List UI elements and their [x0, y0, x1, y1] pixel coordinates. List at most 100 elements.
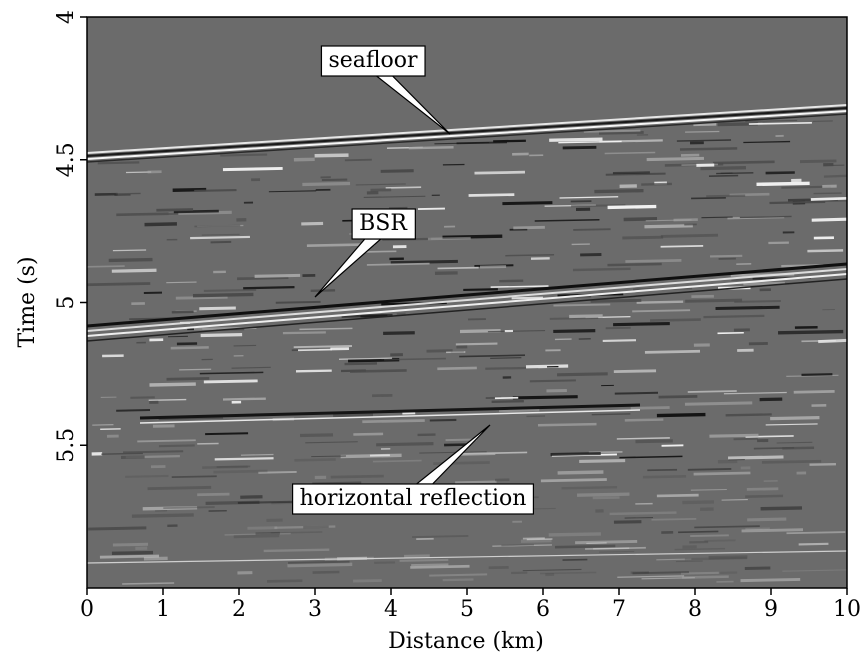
- texture-streak: [682, 500, 715, 505]
- texture-streak: [723, 391, 787, 395]
- texture-streak: [171, 475, 217, 478]
- texture-streak: [619, 455, 683, 459]
- x-tick-label: 9: [764, 597, 778, 622]
- texture-streak: [593, 547, 630, 550]
- texture-streak: [630, 406, 670, 410]
- texture-streak: [591, 413, 631, 416]
- texture-streak: [647, 468, 678, 472]
- texture-streak: [590, 298, 642, 303]
- texture-streak: [108, 257, 153, 263]
- texture-streak: [745, 119, 798, 123]
- texture-streak: [455, 480, 497, 484]
- texture-streak: [385, 186, 422, 189]
- texture-streak: [632, 571, 689, 575]
- texture-streak: [274, 525, 336, 529]
- texture-streak: [419, 451, 487, 454]
- texture-streak: [125, 171, 152, 174]
- texture-streak: [712, 160, 775, 165]
- texture-streak: [362, 419, 425, 424]
- reflector: [86, 262, 848, 328]
- texture-streak: [632, 309, 691, 313]
- x-tick-label: 10: [833, 597, 861, 622]
- texture-streak: [243, 286, 295, 290]
- texture-streak: [575, 539, 638, 545]
- texture-streak: [258, 470, 297, 474]
- texture-streak: [199, 306, 236, 311]
- texture-streak: [112, 249, 147, 252]
- texture-streak: [513, 225, 545, 230]
- texture-streak: [312, 570, 340, 574]
- texture-streak: [487, 329, 546, 333]
- reflector: [139, 403, 641, 420]
- texture-streak: [293, 345, 352, 349]
- reflector: [86, 107, 848, 157]
- x-tick-label: 2: [232, 597, 246, 622]
- texture-streak: [499, 408, 540, 413]
- texture-streak: [549, 316, 599, 320]
- texture-streak: [411, 563, 449, 567]
- texture-streak: [704, 539, 736, 542]
- texture-streak: [782, 569, 848, 572]
- texture-streak: [148, 398, 187, 401]
- reflector: [86, 278, 848, 342]
- texture-streak: [426, 349, 453, 353]
- texture-streak: [213, 469, 268, 474]
- texture-streak: [607, 262, 662, 267]
- texture-streak: [607, 204, 657, 210]
- texture-streak: [442, 234, 503, 240]
- texture-streak: [613, 520, 642, 524]
- texture-streak: [87, 265, 125, 268]
- x-axis-label: Distance (km): [388, 629, 544, 654]
- texture-streak: [454, 453, 496, 456]
- reflector: [86, 104, 848, 154]
- x-tick-label: 0: [80, 597, 94, 622]
- texture-streak: [710, 254, 743, 258]
- texture-streak: [137, 439, 196, 443]
- texture-streak: [553, 303, 611, 307]
- texture-streak: [823, 174, 848, 178]
- annotation-label: seafloor: [328, 48, 418, 73]
- texture-streak: [158, 444, 195, 448]
- texture-streak: [687, 390, 737, 393]
- texture-streak: [753, 446, 795, 450]
- texture-streak: [549, 137, 603, 142]
- x-tick-label: 6: [536, 597, 550, 622]
- texture-streak: [399, 558, 449, 562]
- texture-streak: [311, 455, 346, 458]
- texture-streak: [294, 458, 336, 462]
- texture-streak: [474, 170, 526, 175]
- texture-streak: [765, 171, 795, 175]
- texture-streak: [520, 538, 552, 543]
- texture-streak: [636, 300, 684, 304]
- texture-streak: [622, 235, 664, 240]
- texture-streak: [179, 368, 212, 371]
- x-tick-label: 1: [156, 597, 170, 622]
- texture-streak: [559, 196, 619, 199]
- texture-streak: [676, 139, 732, 142]
- texture-streak: [685, 130, 720, 133]
- texture-streak: [761, 459, 822, 464]
- texture-streak: [321, 178, 348, 182]
- texture-streak: [660, 245, 704, 248]
- texture-streak: [353, 579, 382, 583]
- texture-streak: [605, 326, 631, 330]
- texture-streak: [725, 413, 772, 417]
- texture-streak: [175, 295, 228, 300]
- texture-streak: [625, 259, 682, 263]
- texture-streak: [681, 575, 729, 579]
- texture-streak: [247, 526, 278, 530]
- y-tick-label: 4: [54, 10, 79, 24]
- texture-streak: [404, 554, 430, 558]
- texture-streak: [427, 236, 471, 241]
- texture-streak: [462, 451, 528, 455]
- texture-streak: [793, 390, 835, 394]
- texture-streak: [237, 500, 293, 504]
- texture-streak: [557, 372, 608, 377]
- texture-streak: [287, 562, 353, 568]
- texture-streak: [701, 216, 733, 219]
- texture-streak: [459, 354, 525, 358]
- texture-streak: [240, 453, 274, 456]
- texture-streak: [728, 455, 784, 460]
- texture-streak: [122, 582, 175, 585]
- texture-streak: [123, 450, 184, 454]
